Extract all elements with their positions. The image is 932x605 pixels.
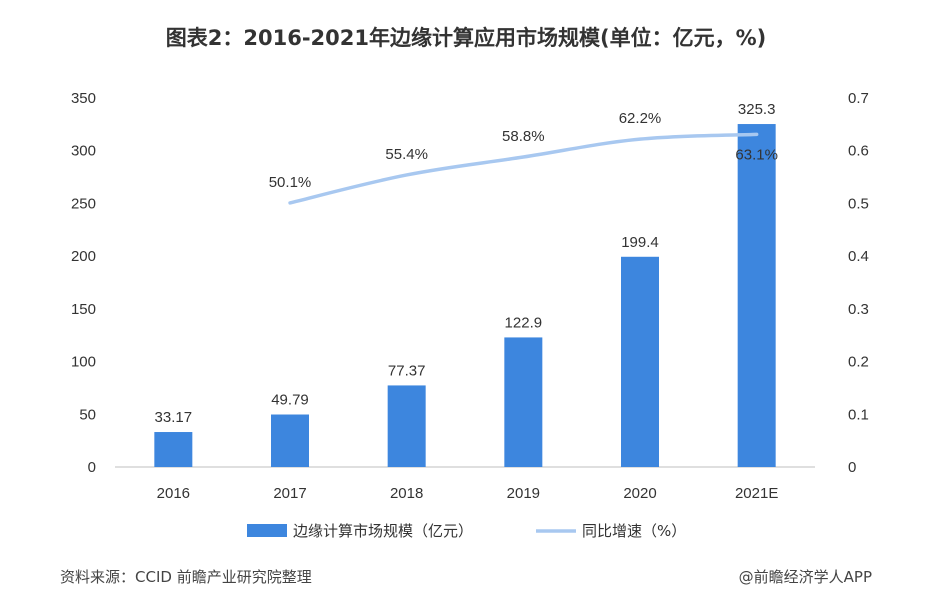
bar	[504, 337, 543, 467]
left-tick-label: 150	[71, 301, 96, 318]
bar	[737, 124, 776, 467]
left-tick-label: 0	[88, 459, 96, 476]
left-tick-label: 50	[79, 406, 96, 423]
right-tick-label: 0.1	[848, 406, 869, 423]
bar	[621, 256, 659, 467]
chart-title: 图表2：2016-2021年边缘计算应用市场规模(单位：亿元，%)	[165, 26, 767, 50]
line-value-label: 63.1%	[735, 146, 778, 163]
x-tick-label: 2018	[390, 485, 423, 502]
x-tick-label: 2020	[623, 485, 656, 502]
line-data-labels: 50.1% 55.4% 58.8% 62.2% 63.1%	[269, 110, 778, 191]
right-tick-label: 0	[848, 459, 856, 476]
left-axis-ticks: 0 50 100 150 200 250 300 350	[71, 90, 96, 476]
legend-line-label: 同比增速（%）	[582, 522, 686, 540]
bar-value-label: 325.3	[738, 101, 776, 118]
left-tick-label: 100	[71, 354, 96, 371]
credit-note: @前瞻经济学人APP	[738, 568, 872, 586]
left-tick-label: 300	[71, 143, 96, 160]
bar-series	[154, 124, 776, 467]
right-axis-ticks: 0 0.1 0.2 0.3 0.4 0.5 0.6 0.7	[848, 90, 869, 476]
bar-value-label: 33.17	[155, 409, 193, 426]
bar-value-label: 199.4	[621, 234, 659, 251]
bar	[387, 385, 426, 467]
right-tick-label: 0.6	[848, 143, 869, 160]
left-tick-label: 350	[71, 90, 96, 107]
legend: 边缘计算市场规模（亿元） 同比增速（%）	[247, 522, 686, 540]
legend-bar-swatch	[247, 524, 287, 537]
left-tick-label: 200	[71, 248, 96, 265]
x-tick-label: 2019	[507, 485, 540, 502]
x-tick-label: 2017	[273, 485, 306, 502]
line-value-label: 58.8%	[502, 128, 545, 145]
line-value-label: 55.4%	[385, 146, 428, 163]
right-tick-label: 0.3	[848, 301, 869, 318]
right-tick-label: 0.4	[848, 248, 869, 265]
legend-bar-label: 边缘计算市场规模（亿元）	[293, 522, 473, 540]
x-tick-label: 2016	[157, 485, 190, 502]
line-value-label: 62.2%	[619, 110, 662, 127]
bar	[154, 432, 193, 467]
right-tick-label: 0.7	[848, 90, 869, 107]
right-tick-label: 0.2	[848, 354, 869, 371]
x-axis-ticks: 2016 2017 2018 2019 2020 2021E	[157, 485, 779, 502]
left-tick-label: 250	[71, 195, 96, 212]
x-tick-label: 2021E	[735, 485, 778, 502]
line-value-label: 50.1%	[269, 174, 312, 191]
bar-value-label: 122.9	[505, 314, 543, 331]
right-tick-label: 0.5	[848, 195, 869, 212]
growth-rate-line	[288, 132, 759, 205]
bar-data-labels: 33.17 49.79 77.37 122.9 199.4 325.3	[155, 101, 776, 426]
source-note: 资料来源：CCID 前瞻产业研究院整理	[60, 568, 312, 586]
bar-value-label: 77.37	[388, 362, 426, 379]
bar	[271, 414, 309, 467]
bar-value-label: 49.79	[271, 392, 309, 409]
